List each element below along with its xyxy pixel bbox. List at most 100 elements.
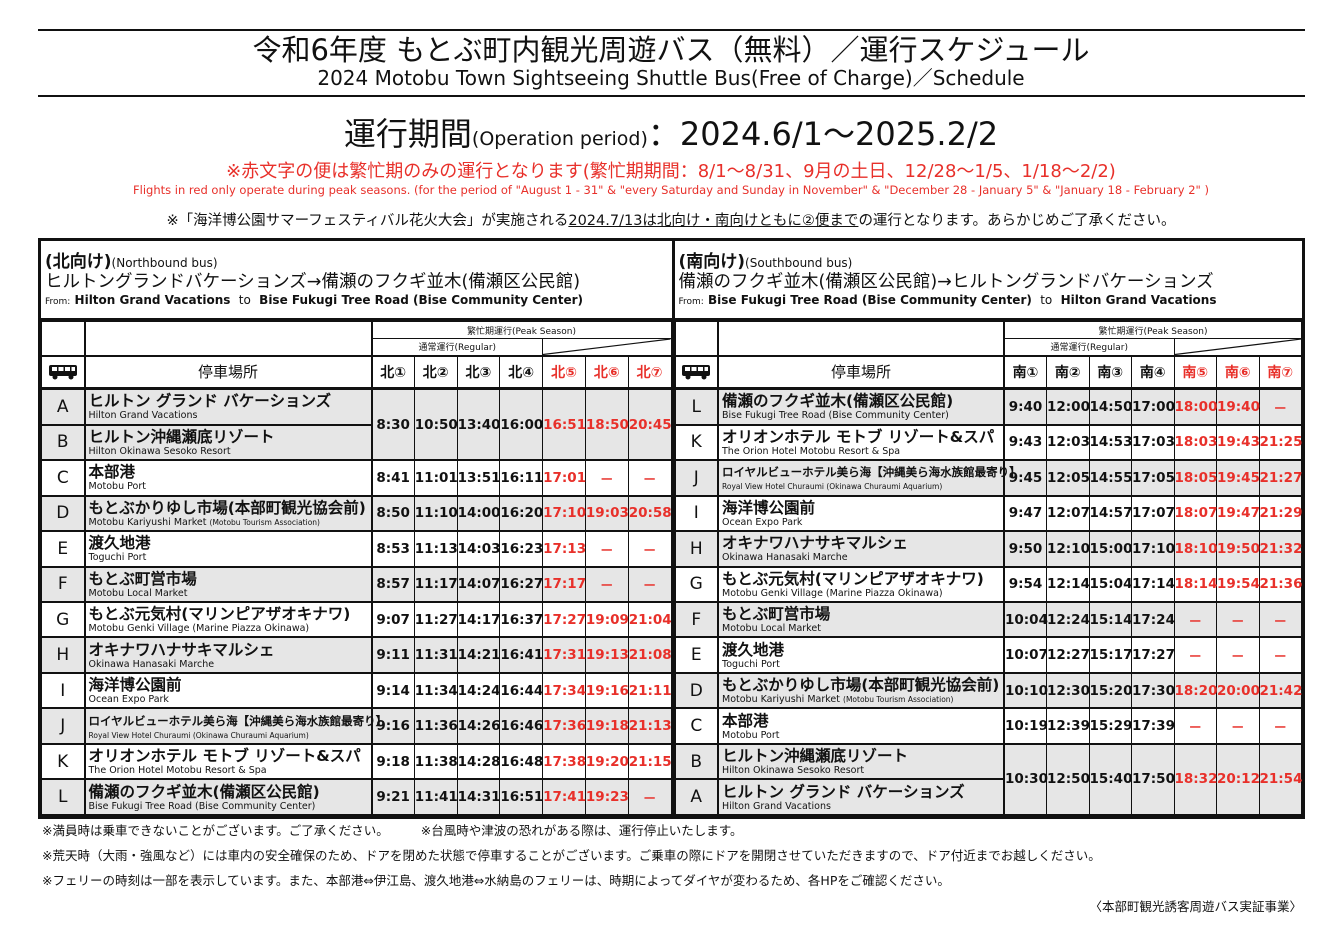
- to-en: Hilton Grand Vacations: [1060, 293, 1217, 307]
- departure-time: 17:14: [1131, 565, 1175, 603]
- departure-time: 9:07: [371, 600, 415, 639]
- stop-name-en-main: Motobu Genki Village (Marine Piazza Okin…: [722, 587, 943, 599]
- stop-row: A ヒルトン グランド バケーションズ Hilton Grand Vacation…: [674, 778, 1302, 816]
- stop-row: B ヒルトン沖縄瀬底リゾート Hilton Okinawa Sesoko Reso…: [674, 742, 1302, 817]
- trip-header: 北③: [456, 354, 501, 390]
- stop-row: H オキナワハナサキマルシェ Okinawa Hanasaki Marche 9:5…: [674, 530, 1302, 568]
- departure-time: －: [1258, 387, 1302, 426]
- stop-letter: D: [674, 671, 719, 710]
- departure-time: 16:51: [499, 778, 543, 816]
- departure-time: 17:36: [542, 707, 586, 745]
- stop-name: 本部港 Motobu Port: [83, 459, 373, 497]
- stop-name: ヒルトン グランド バケーションズ Hilton Grand Vacations: [717, 778, 1005, 816]
- stop-name-en-main: Motobu Kariyushi Market: [88, 516, 207, 528]
- stop-name-en: Royal View Hotel Churaumi (Okinawa Chura…: [89, 730, 371, 741]
- stop-row: G もとぶ元気村(マリンピアザオキナワ) Motobu Genki Village…: [674, 565, 1302, 603]
- stop-name-en: Bise Fukugi Tree Road (Bise Community Ce…: [89, 801, 371, 812]
- stop-name-en-main: Royal View Hotel Churaumi (Okinawa Chura…: [88, 730, 309, 740]
- route-jp: 備瀬のフクギ並木(備瀬区公民館)→ヒルトングランドバケーションズ: [678, 272, 1214, 292]
- stop-name-en-main: Hilton Grand Vacations: [722, 800, 831, 812]
- stop-row: B ヒルトン沖縄瀬底リゾート Hilton Okinawa Sesoko Reso…: [41, 423, 672, 462]
- departure-time: 16:00: [499, 387, 543, 462]
- departure-time: 13:51: [456, 459, 501, 497]
- stop-letter: A: [41, 387, 85, 426]
- note-ferry: ※フェリーの時刻は一部を表示しています。また、本部港⇔伊江島、渡久地港⇔水納島の…: [42, 873, 950, 888]
- stop-row: G もとぶ元気村(マリンピアザオキナワ) Motobu Genki Village…: [41, 600, 672, 639]
- stop-letter: H: [41, 636, 85, 674]
- departure-time: 14:21: [456, 636, 501, 674]
- stop-letter: E: [41, 530, 85, 568]
- stop-letter: I: [41, 671, 85, 710]
- departure-time: 14:00: [456, 494, 501, 533]
- to-label: to: [1040, 293, 1053, 307]
- stop-row: F もとぶ町営市場 Motobu Local Market 10:04 12:24 15…: [674, 600, 1302, 639]
- departure-time: 9:18: [371, 742, 415, 781]
- stop-name-en: The Orion Hotel Motobu Resort & Spa: [89, 765, 371, 776]
- stop-row: D もとぶかりゆし市場(本部町観光協会前) Motobu Kariyushi Ma…: [41, 494, 672, 533]
- departure-time: －: [584, 530, 629, 568]
- stop-name-jp: もとぶかりゆし市場(本部町観光協会前): [88, 498, 366, 517]
- peak-season-header: 繁忙期運行(Peak Season): [1003, 321, 1302, 339]
- departure-time: 21:32: [1258, 530, 1302, 568]
- stop-row: J ロイヤルビューホテル美ら海【沖縄美ら海水族館最寄り】 Royal View H…: [674, 459, 1302, 497]
- to-en: Bise Fukugi Tree Road (Bise Community Ce…: [259, 293, 583, 307]
- stop-name-en: Motobu Port: [722, 730, 1003, 741]
- departure-time: 17:05: [1131, 459, 1175, 497]
- peak-only-diagonal: [542, 338, 672, 356]
- departure-time: －: [1216, 707, 1260, 745]
- stop-name-en: Okinawa Hanasaki Marche: [722, 552, 1003, 563]
- departure-time: 19:43: [1216, 423, 1260, 462]
- departure-time: 9:54: [1003, 565, 1047, 603]
- departure-time: 19:54: [1216, 565, 1260, 603]
- departure-time: 17:13: [542, 530, 586, 568]
- stop-name-en-main: The Orion Hotel Motobu Resort & Spa: [88, 765, 267, 777]
- stop-row: J ロイヤルビューホテル美ら海【沖縄美ら海水族館最寄り】 Royal View H…: [41, 707, 672, 745]
- stop-name-en-sub: (Motobu Tourism Association): [843, 695, 954, 705]
- stop-name-en: Hilton Grand Vacations: [722, 801, 1003, 812]
- stop-letter: D: [41, 494, 85, 533]
- stop-letter: E: [674, 636, 719, 674]
- footer-notes-row1: ※満員時は乗車できないことがございます。ご了承ください。 ※台風時や津波の恐れがあ…: [42, 823, 742, 839]
- stop-letter: K: [41, 742, 85, 781]
- stop-letter: G: [41, 600, 85, 639]
- stop-name-en: Ocean Expo Park: [89, 694, 371, 705]
- departure-time: 8:50: [371, 494, 415, 533]
- stop-name-en-main: Hilton Grand Vacations: [88, 410, 198, 422]
- departure-time: －: [1216, 636, 1260, 674]
- stop-row: K オリオンホテル モトブ リゾート&スパ The Orion Hotel Mot…: [41, 742, 672, 781]
- departure-time: 10:30: [1003, 742, 1048, 817]
- stop-name: もとぶかりゆし市場(本部町観光協会前) Motobu Kariyushi Mark…: [717, 671, 1005, 710]
- stop-name-en: Toguchi Port: [722, 659, 1003, 670]
- stop-letter: B: [41, 423, 85, 462]
- departure-time: 17:03: [1131, 423, 1175, 462]
- trip-header: 南⑤: [1173, 354, 1217, 390]
- departure-time: －: [584, 565, 629, 603]
- departure-time: －: [1173, 636, 1217, 674]
- trip-header: 北⑤: [542, 354, 586, 390]
- trip-header: 北④: [499, 354, 544, 390]
- departure-time: 8:53: [371, 530, 415, 568]
- title-rule: [38, 95, 1305, 97]
- departure-time: 17:01: [542, 459, 586, 497]
- stop-name-en: Motobu Genki Village (Marine Piazza Okin…: [722, 588, 1003, 599]
- timetable: 繁忙期運行(Peak Season) 通常運行(Regular) 停車場所 北① 北② 北…: [41, 321, 672, 816]
- stop-name: 備瀬のフクギ並木(備瀬区公民館) Bise Fukugi Tree Road (B…: [83, 778, 373, 816]
- stop-name-jp: オキナワハナサキマルシェ: [88, 640, 275, 659]
- peak-only-diagonal: [1173, 338, 1302, 356]
- stop-name: もとぶ元気村(マリンピアザオキナワ) Motobu Genki Village (…: [717, 565, 1005, 603]
- departure-time: －: [1258, 707, 1302, 745]
- departure-time: 12:00: [1046, 387, 1090, 426]
- stop-name-jp: 備瀬のフクギ並木(備瀬区公民館): [88, 782, 320, 801]
- stop-name-en: Royal View Hotel Churaumi (Okinawa Chura…: [722, 481, 1003, 492]
- stop-name: オリオンホテル モトブ リゾート&スパ The Orion Hotel Motob…: [83, 742, 373, 781]
- departure-time: 20:45: [627, 387, 672, 462]
- departure-time: －: [1258, 636, 1302, 674]
- stop-name-en-main: Okinawa Hanasaki Marche: [722, 552, 848, 564]
- departure-time: 17:27: [1131, 636, 1175, 674]
- stop-name: オキナワハナサキマルシェ Okinawa Hanasaki Marche: [717, 530, 1005, 568]
- departure-time: 12:50: [1046, 742, 1090, 817]
- stop-name: ヒルトン沖縄瀬底リゾート Hilton Okinawa Sesoko Resort: [717, 742, 1005, 781]
- peak-season-header: 繁忙期運行(Peak Season): [371, 321, 672, 339]
- departure-time: 17:50: [1131, 742, 1175, 817]
- period-label: 運行期間: [343, 115, 472, 153]
